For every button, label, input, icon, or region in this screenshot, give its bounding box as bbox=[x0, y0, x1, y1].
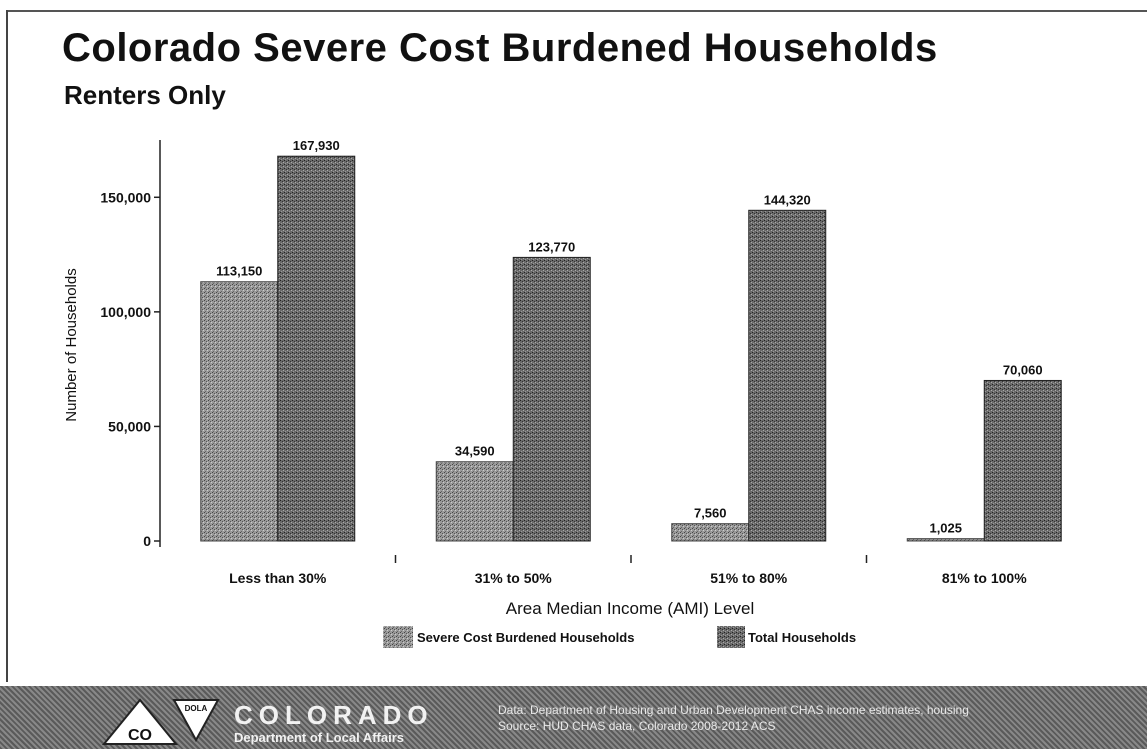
bar-total bbox=[748, 209, 827, 542]
data-label: 167,930 bbox=[293, 138, 340, 153]
footer-banner bbox=[0, 686, 1147, 749]
bar-total bbox=[512, 256, 591, 542]
bar-severe bbox=[906, 538, 985, 542]
logo-badge: DOLA bbox=[185, 704, 208, 713]
colorado-logo-icon: CO DOLA bbox=[101, 698, 220, 745]
legend-swatch-severe bbox=[383, 626, 413, 648]
y-axis-label: Number of Households bbox=[63, 268, 80, 421]
data-label: 1,025 bbox=[929, 521, 962, 536]
legend-swatch-total bbox=[717, 626, 745, 648]
legend-label-total: Total Households bbox=[748, 630, 856, 645]
x-tick-label: 51% to 80% bbox=[710, 570, 788, 586]
axes: 0 50,000 100,000 150,000 Less than 30% 31% to… bbox=[100, 140, 1027, 586]
bar-severe bbox=[435, 461, 514, 542]
bar-chart: 0 50,000 100,000 150,000 Less than 30% 31% to… bbox=[63, 138, 1062, 648]
data-label: 144,320 bbox=[764, 192, 811, 207]
chart-subtitle: Renters Only bbox=[64, 80, 226, 110]
bar-total bbox=[983, 379, 1062, 542]
data-label: 34,590 bbox=[455, 444, 495, 459]
logo-initials: CO bbox=[128, 727, 152, 744]
data-label: 70,060 bbox=[1003, 362, 1043, 377]
y-tick-label: 100,000 bbox=[100, 304, 151, 320]
x-tick-label: 31% to 50% bbox=[475, 570, 553, 586]
bar-severe bbox=[200, 281, 279, 542]
frame-left-border bbox=[6, 10, 8, 682]
logo-wordmark: COLORADO bbox=[234, 700, 434, 730]
y-tick-label: 50,000 bbox=[108, 418, 151, 434]
y-tick-label: 0 bbox=[143, 533, 151, 549]
legend-label-severe: Severe Cost Burdened Households bbox=[417, 630, 634, 645]
bar-total bbox=[277, 155, 356, 542]
footer-note: Data: Department of Housing and Urban De… bbox=[498, 702, 1147, 734]
footer-note-line-1: Data: Department of Housing and Urban De… bbox=[498, 703, 969, 717]
bar-severe bbox=[671, 523, 750, 542]
x-axis-label: Area Median Income (AMI) Level bbox=[506, 599, 755, 618]
chart-title: Colorado Severe Cost Burdened Households bbox=[62, 26, 938, 70]
data-label: 7,560 bbox=[694, 506, 727, 521]
data-label: 123,770 bbox=[528, 239, 575, 254]
y-tick-label: 150,000 bbox=[100, 189, 151, 205]
x-tick-label: 81% to 100% bbox=[942, 570, 1027, 586]
bars bbox=[200, 155, 1062, 542]
legend: Severe Cost Burdened Households Total Ho… bbox=[383, 626, 856, 648]
frame-top-border bbox=[6, 10, 1147, 12]
footer-note-line-2: Source: HUD CHAS data, Colorado 2008-201… bbox=[498, 719, 776, 733]
x-tick-label: Less than 30% bbox=[229, 570, 327, 586]
data-label: 113,150 bbox=[216, 264, 262, 279]
data-labels: 113,150 167,930 34,590 123,770 7,560 144,320 1… bbox=[216, 138, 1043, 535]
logo-department: Department of Local Affairs bbox=[234, 730, 404, 745]
